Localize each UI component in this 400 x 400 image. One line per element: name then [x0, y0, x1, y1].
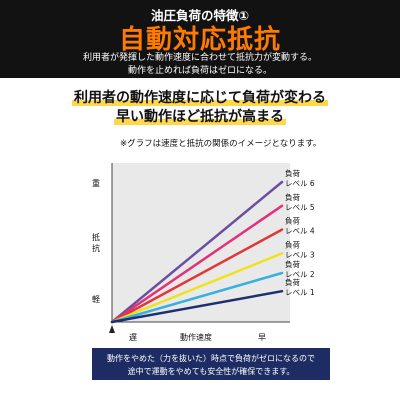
series-line-level-1 [110, 289, 284, 324]
series-line-level-3 [110, 252, 284, 324]
y-axis-label-char: 抵 [92, 232, 100, 242]
y-axis-label: 抵抗 [92, 232, 100, 253]
legend-label-level-6-line1: 負荷 [285, 168, 300, 178]
series-line-level-2 [110, 271, 284, 324]
series-line-level-4 [110, 228, 284, 324]
legend-label-level-1-line2: レベル 1 [285, 288, 315, 297]
legend-label-level-4-line2: レベル 4 [285, 227, 315, 236]
x-tick-slow: 遅 [129, 333, 137, 342]
legend-label-level-2-line2: レベル 2 [285, 270, 315, 279]
headline-1: 利用者の動作速度に応じて負荷が変わる [0, 87, 400, 107]
footer-safety-note: 動作をやめた（力を抜いた）時点で負荷がゼロになるので 途中で運動をやめても安全性… [92, 348, 330, 380]
footer-line-2: 途中で運動をやめても安全性が確保できます。 [127, 367, 295, 376]
legend-label-level-3-line2: レベル 3 [285, 250, 315, 259]
y-tick-light: 軽 [92, 295, 100, 304]
legend-label-level-4-line1: 負荷 [285, 216, 300, 226]
series-line-level-5 [110, 204, 284, 324]
legend-label-level-5-line2: レベル 5 [285, 203, 315, 212]
legend-label-level-1-line1: 負荷 [285, 277, 300, 287]
y-tick-heavy: 重 [92, 178, 100, 188]
chart-note: ※グラフは速度と抵抗の関係のイメージとなります。 [120, 139, 322, 149]
legend-label-level-2-line1: 負荷 [285, 259, 300, 269]
headline-2-text: 早い動作ほど抵抗が高まる [114, 109, 286, 125]
headline-2: 早い動作ほど抵抗が高まる [0, 106, 400, 126]
origin-arrow-icon [109, 325, 115, 333]
x-axis-label: 動作速度 [180, 332, 212, 342]
headline-1-text: 利用者の動作速度に応じて負荷が変わる [72, 90, 328, 106]
header-subtitle: 油圧負荷の特徴① [150, 8, 250, 23]
series-line-level-6 [110, 180, 284, 324]
x-tick-fast: 早 [258, 333, 266, 342]
header-banner: 油圧負荷の特徴① 自動対応抵抗 利用者が発揮した動作速度に合わせて抵抗力が変動す… [0, 0, 400, 78]
legend-label-level-5-line1: 負荷 [285, 192, 300, 202]
header-description-2: 動作を止めれば負荷はゼロになる。 [127, 66, 272, 76]
legend-label-level-6-line2: レベル 6 [285, 179, 315, 188]
header-description-1: 利用者が発揮した動作速度に合わせて抵抗力が変動する。 [82, 53, 317, 63]
footer-line-1: 動作をやめた（力を抜いた）時点で負荷がゼロになるので [107, 354, 315, 363]
plot-background [112, 163, 290, 322]
legend-label-level-3-line1: 負荷 [285, 239, 300, 249]
y-axis-label-char: 抗 [92, 243, 100, 253]
header-title: 自動対応抵抗 [118, 25, 281, 55]
